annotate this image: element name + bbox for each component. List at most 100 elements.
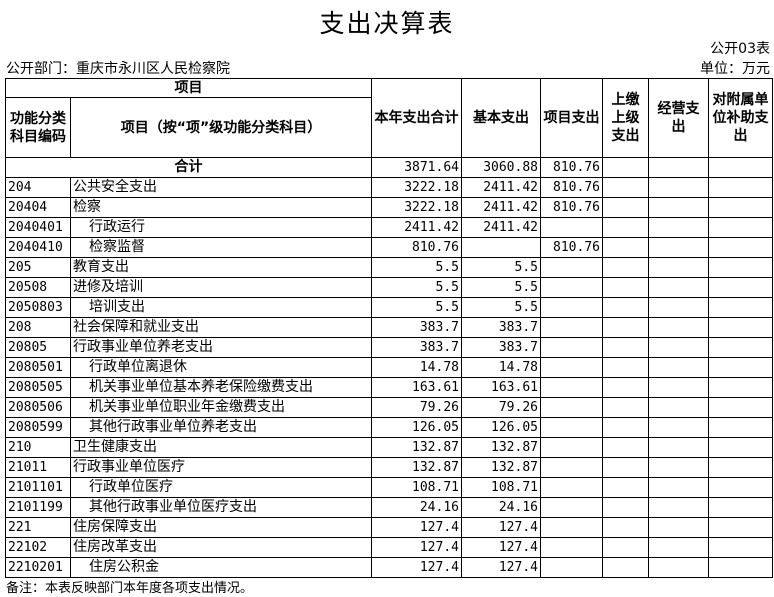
row-code: 208 bbox=[5, 317, 71, 338]
row-subsidy bbox=[708, 437, 773, 458]
row-name: 进修及培训 bbox=[70, 277, 372, 298]
row-upper bbox=[602, 497, 649, 518]
row-subsidy bbox=[708, 477, 773, 498]
page-title: 支出决算表 bbox=[319, 9, 455, 38]
row-business bbox=[648, 177, 709, 198]
row-basic: 132.87 bbox=[461, 457, 541, 478]
row-name: 检察监督 bbox=[70, 237, 372, 258]
row-business bbox=[648, 437, 709, 458]
row-subsidy bbox=[708, 357, 773, 378]
row-upper bbox=[602, 257, 649, 278]
row-code: 205 bbox=[5, 257, 71, 278]
row-project-expense bbox=[540, 457, 603, 478]
row-name: 卫生健康支出 bbox=[70, 437, 372, 458]
row-upper bbox=[602, 337, 649, 358]
row-project-expense: 810.76 bbox=[540, 237, 603, 258]
row-basic: 5.5 bbox=[461, 297, 541, 318]
row-business bbox=[648, 417, 709, 438]
row-subsidy bbox=[708, 497, 773, 518]
row-upper bbox=[602, 557, 649, 578]
row-business bbox=[648, 357, 709, 378]
row-code: 2080505 bbox=[5, 377, 71, 398]
row-business bbox=[648, 537, 709, 558]
row-name: 其他行政事业单位医疗支出 bbox=[70, 497, 372, 518]
row-basic: 127.4 bbox=[461, 517, 541, 538]
row-upper bbox=[602, 417, 649, 438]
row-subsidy bbox=[708, 457, 773, 478]
row-project-expense bbox=[540, 417, 603, 438]
row-name: 住房改革支出 bbox=[70, 537, 372, 558]
row-project-expense bbox=[540, 537, 603, 558]
row-business bbox=[648, 397, 709, 418]
row-name: 住房保障支出 bbox=[70, 517, 372, 538]
row-business bbox=[648, 517, 709, 538]
row-basic: 24.16 bbox=[461, 497, 541, 518]
header-subsidy: 对附属单位补助支出 bbox=[708, 78, 773, 158]
table-row: 20805 行政事业单位养老支出 383.7 383.7 bbox=[5, 337, 773, 358]
table-row: 2080501 行政单位离退休 14.78 14.78 bbox=[5, 357, 773, 378]
row-code: 2101101 bbox=[5, 477, 71, 498]
row-name: 行政事业单位医疗 bbox=[70, 457, 372, 478]
row-upper bbox=[602, 177, 649, 198]
row-code: 2080501 bbox=[5, 357, 71, 378]
row-subsidy bbox=[708, 397, 773, 418]
row-subsidy bbox=[708, 237, 773, 258]
table-row: 205 教育支出 5.5 5.5 bbox=[5, 257, 773, 278]
row-basic: 126.05 bbox=[461, 417, 541, 438]
row-upper bbox=[602, 537, 649, 558]
row-subsidy bbox=[708, 517, 773, 538]
row-code: 22102 bbox=[5, 537, 71, 558]
row-subsidy bbox=[708, 417, 773, 438]
row-total: 79.26 bbox=[371, 397, 462, 418]
row-basic: 2411.42 bbox=[461, 197, 541, 218]
row-code: 210 bbox=[5, 437, 71, 458]
header-business: 经营支出 bbox=[648, 78, 709, 158]
row-basic bbox=[461, 237, 541, 258]
row-name: 机关事业单位基本养老保险缴费支出 bbox=[70, 377, 372, 398]
row-upper bbox=[602, 357, 649, 378]
row-business bbox=[648, 337, 709, 358]
row-project-expense bbox=[540, 257, 603, 278]
row-business bbox=[648, 197, 709, 218]
row-upper bbox=[602, 297, 649, 318]
row-total: 383.7 bbox=[371, 317, 462, 338]
row-business bbox=[648, 477, 709, 498]
header-basic: 基本支出 bbox=[461, 78, 541, 158]
row-basic: 5.5 bbox=[461, 257, 541, 278]
row-total: 2411.42 bbox=[371, 217, 462, 238]
form-number: 公开03表 bbox=[710, 41, 770, 57]
total-project-expense: 810.76 bbox=[540, 157, 603, 178]
row-upper bbox=[602, 317, 649, 338]
header-item: 项目（按“项”级功能分类科目） bbox=[70, 97, 372, 158]
row-code: 204 bbox=[5, 177, 71, 198]
row-total: 810.76 bbox=[371, 237, 462, 258]
row-basic: 383.7 bbox=[461, 337, 541, 358]
row-business bbox=[648, 217, 709, 238]
row-subsidy bbox=[708, 377, 773, 398]
row-total: 383.7 bbox=[371, 337, 462, 358]
row-upper bbox=[602, 517, 649, 538]
table-row: 204 公共安全支出 3222.18 2411.42 810.76 bbox=[5, 177, 773, 198]
row-business bbox=[648, 557, 709, 578]
row-total: 127.4 bbox=[371, 557, 462, 578]
expenditure-table: 项目 本年支出合计 基本支出 项目支出 上缴上级支出 经营支出 对附属单位补助支… bbox=[5, 78, 773, 578]
row-basic: 108.71 bbox=[461, 477, 541, 498]
table-row: 2040410 检察监督 810.76 810.76 bbox=[5, 237, 773, 258]
header-total: 本年支出合计 bbox=[371, 78, 462, 158]
row-project-expense bbox=[540, 557, 603, 578]
row-code: 20404 bbox=[5, 197, 71, 218]
row-total: 14.78 bbox=[371, 357, 462, 378]
header-upper: 上缴上级支出 bbox=[602, 78, 649, 158]
department-label: 公开部门：重庆市永川区人民检察院 bbox=[6, 61, 230, 77]
row-subsidy bbox=[708, 537, 773, 558]
row-total: 5.5 bbox=[371, 277, 462, 298]
header-project-expense: 项目支出 bbox=[540, 78, 603, 158]
row-project-expense: 810.76 bbox=[540, 197, 603, 218]
row-code: 20805 bbox=[5, 337, 71, 358]
row-name: 行政单位医疗 bbox=[70, 477, 372, 498]
row-total: 3222.18 bbox=[371, 197, 462, 218]
row-total: 127.4 bbox=[371, 517, 462, 538]
row-subsidy bbox=[708, 257, 773, 278]
row-business bbox=[648, 237, 709, 258]
row-total: 163.61 bbox=[371, 377, 462, 398]
